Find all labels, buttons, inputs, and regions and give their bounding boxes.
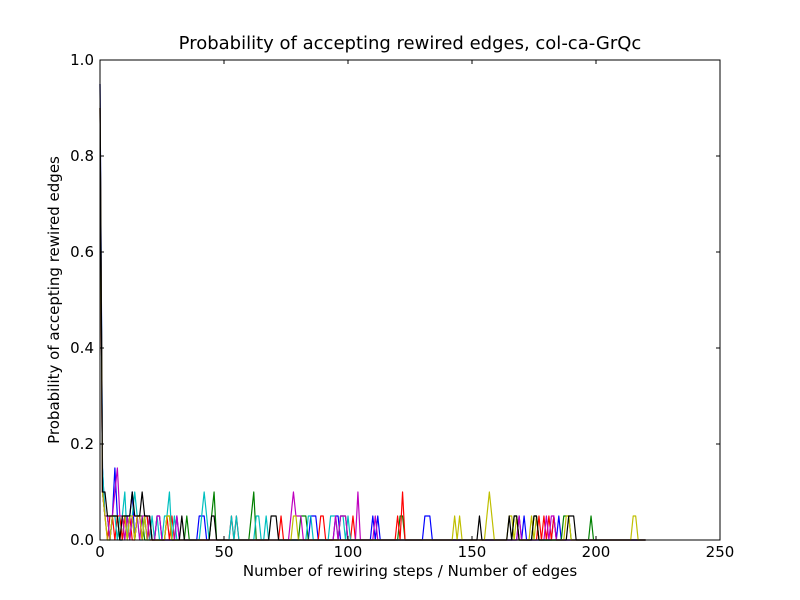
x-tick-label: 250 [706, 543, 735, 561]
series-layer [99, 83, 646, 541]
y-tick-label: 0.2 [70, 435, 94, 453]
series-line-6 [99, 107, 646, 541]
x-axis-label: Number of rewiring steps / Number of edg… [243, 562, 577, 580]
y-tick-label: 0.4 [70, 339, 94, 357]
plot-frame [99, 59, 721, 541]
plot-area [99, 59, 721, 541]
y-tick-labels: 0.0 0.2 0.4 0.6 0.8 1.0 [70, 51, 94, 549]
x-tick-label: 0 [95, 543, 105, 561]
y-axis-label: Probability of accepting rewired edges [45, 156, 63, 444]
x-tick-label: 200 [582, 543, 611, 561]
x-tick-label: 50 [214, 543, 233, 561]
y-tick-label: 0.8 [70, 147, 94, 165]
tick-marks [99, 59, 721, 541]
plot-background [100, 60, 720, 540]
y-tick-label: 0.0 [70, 531, 94, 549]
y-tick-label: 1.0 [70, 51, 94, 69]
chart-title: Probability of accepting rewired edges, … [179, 33, 642, 54]
y-tick-label: 0.6 [70, 243, 94, 261]
x-tick-label: 100 [334, 543, 363, 561]
x-tick-label: 150 [458, 543, 487, 561]
x-tick-labels: 0 50 100 150 200 250 [95, 543, 734, 561]
